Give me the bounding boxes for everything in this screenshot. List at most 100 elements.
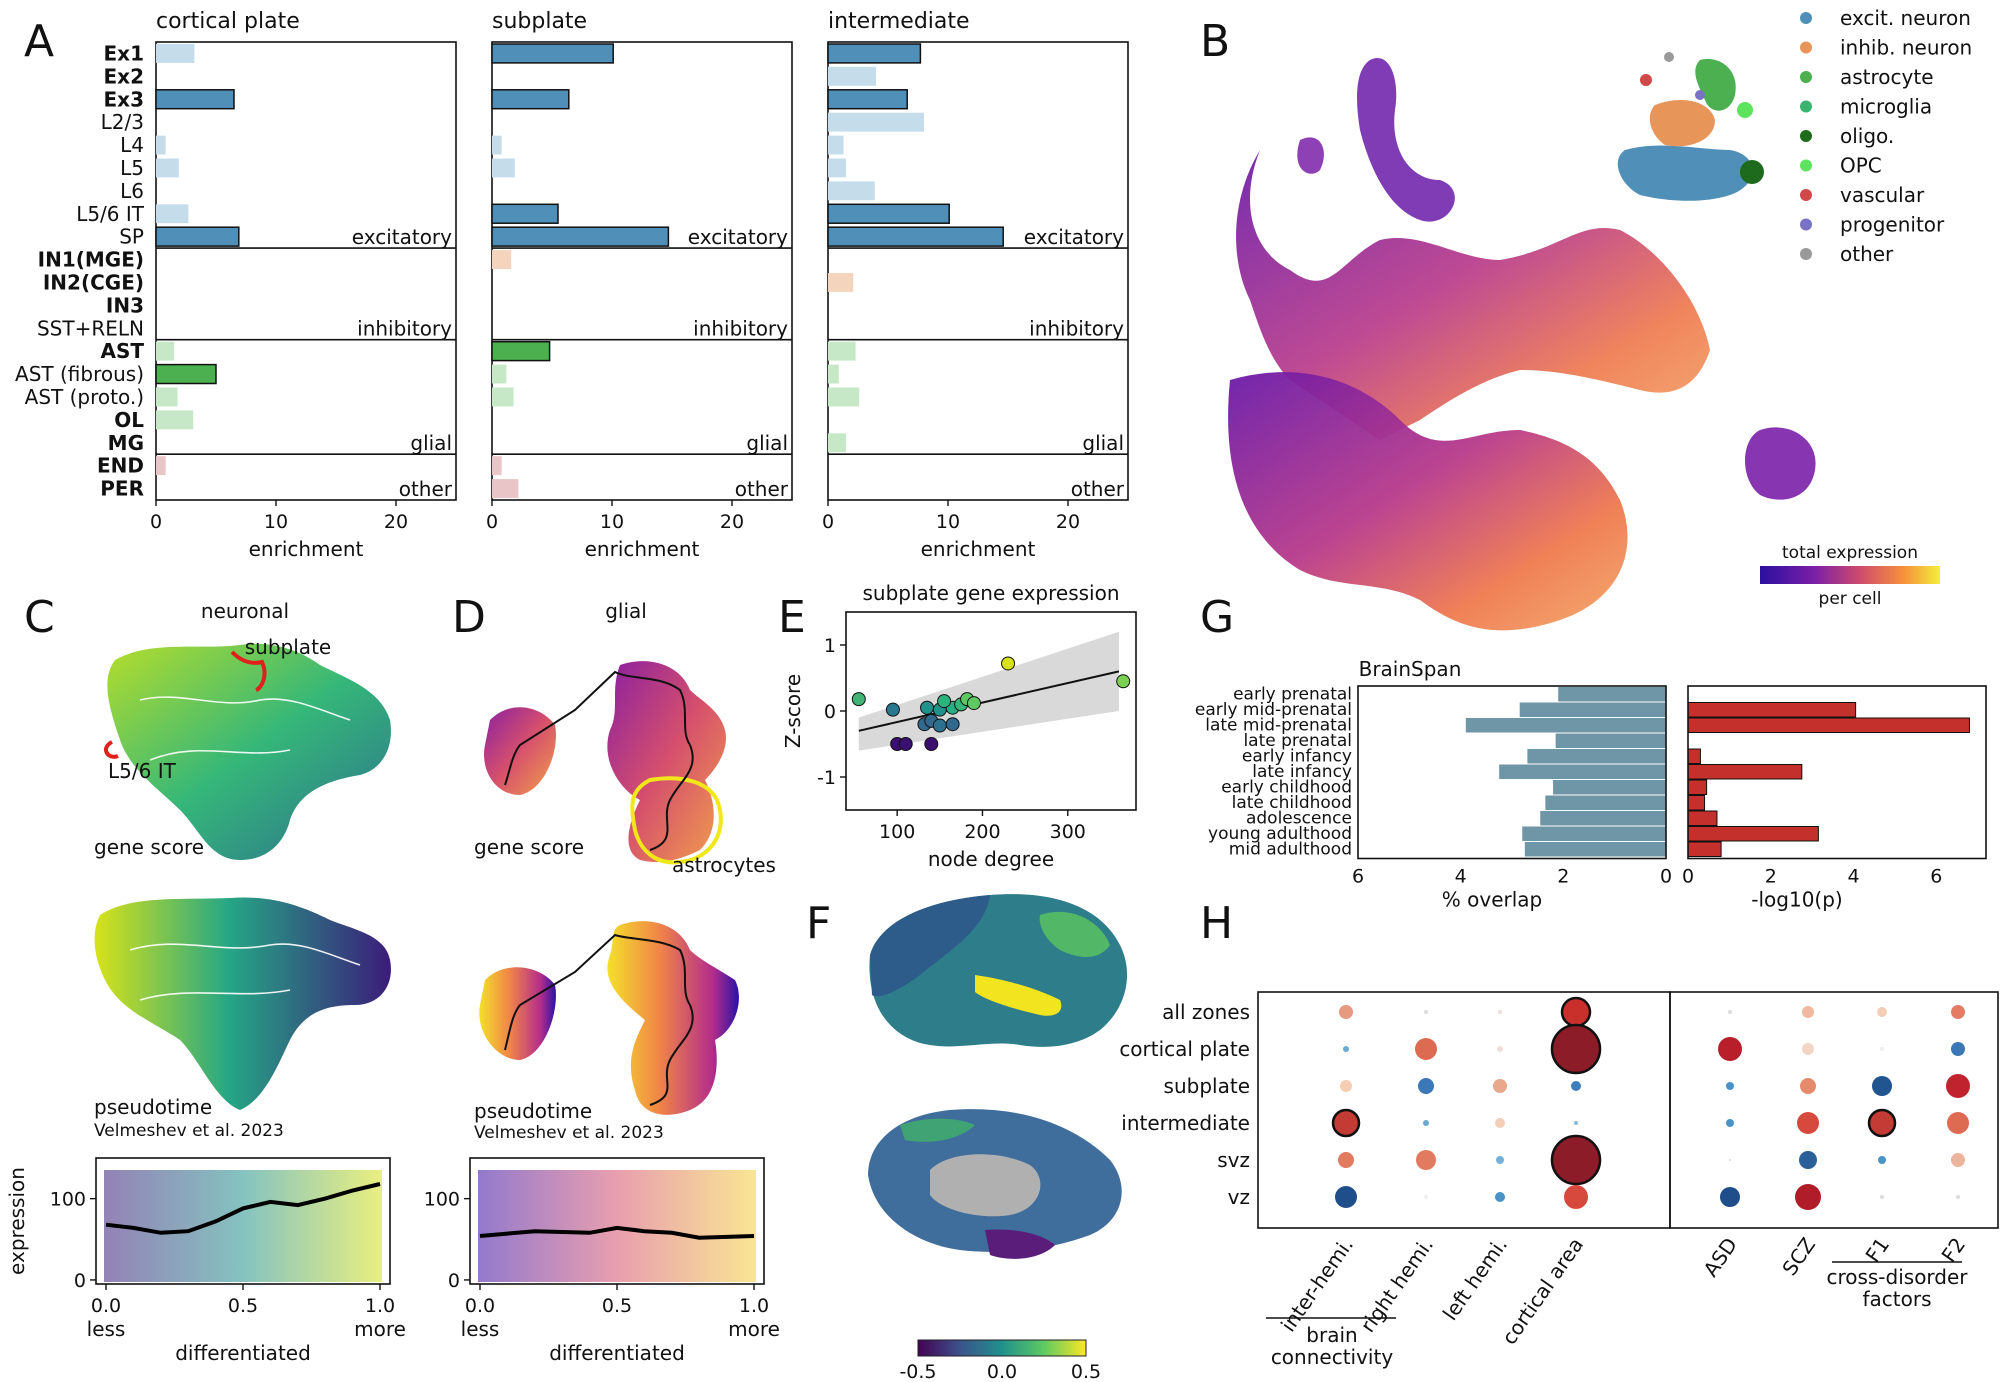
h-left-frame xyxy=(1257,991,1671,1229)
g-category-label: mid adulthood xyxy=(1229,840,1352,860)
a-bar xyxy=(827,43,922,64)
h-col-label: cortical area xyxy=(1497,1233,1588,1349)
h-dot xyxy=(1571,1081,1581,1091)
label-l56it: L5/6 IT xyxy=(108,759,177,783)
a-category-label: MG xyxy=(108,431,144,455)
a-category-label: L5/6 IT xyxy=(76,202,145,226)
h-dot xyxy=(1946,1074,1970,1098)
a-bar xyxy=(828,181,875,201)
a-category-label: AST (proto.) xyxy=(25,385,144,409)
a-bar xyxy=(491,340,551,362)
a-tick-label: 10 xyxy=(264,511,288,533)
a-bar xyxy=(156,410,194,430)
a-category-label: IN1(MGE) xyxy=(38,248,144,272)
h-col-label: inter-hemi. xyxy=(1276,1233,1358,1336)
g-overlap-bar xyxy=(1545,795,1666,810)
legend-label: astrocyte xyxy=(1840,65,1934,89)
g-right-tick-label: 4 xyxy=(1848,866,1860,888)
a-subplot-title: intermediate xyxy=(828,9,970,34)
h-dot xyxy=(1423,1120,1429,1126)
a-tick-label: 10 xyxy=(600,511,624,533)
h-row-label: intermediate xyxy=(1121,1111,1250,1135)
h-dot xyxy=(1495,1118,1505,1128)
h-dot xyxy=(1574,1121,1578,1125)
panel-d-line-chart: 0.0 0.5 1.0 0 100 less differentiated more xyxy=(424,1157,780,1365)
umap-c-pseudotime xyxy=(94,897,391,1110)
a-bar xyxy=(827,203,950,224)
g-overlap-bar xyxy=(1499,764,1666,779)
h-dot xyxy=(1493,1079,1507,1093)
a-subplot-frame xyxy=(491,41,793,501)
a-category-label: SP xyxy=(119,225,144,249)
h-dot xyxy=(1795,1184,1821,1210)
a-bar xyxy=(156,341,174,361)
h-dot xyxy=(1424,1195,1428,1199)
e-confidence-band xyxy=(858,631,1119,751)
a-bar xyxy=(827,89,908,110)
x-tick-label: 0.5 xyxy=(228,1295,258,1317)
g-left-frame xyxy=(1357,685,1667,860)
a-tick-label: 0 xyxy=(822,511,834,533)
legend-marker xyxy=(1800,41,1812,54)
h-dot xyxy=(1880,1047,1884,1051)
colorbar-f xyxy=(917,1339,1087,1357)
a-group-label: inhibitory xyxy=(357,317,452,341)
a-bar xyxy=(492,135,502,155)
umap-astro-inset xyxy=(1695,59,1736,111)
y-label: expression xyxy=(5,1167,29,1275)
a-group-label: excitatory xyxy=(1024,225,1124,249)
d-trajectory xyxy=(504,670,694,851)
brain-medial-core xyxy=(930,1154,1041,1217)
a-bar xyxy=(492,387,514,407)
h-dot xyxy=(1550,1134,1602,1186)
a-bar xyxy=(155,363,217,385)
h-col-label: left hemi. xyxy=(1438,1233,1512,1325)
g-overlap-bar xyxy=(1553,780,1666,795)
e-point xyxy=(924,737,939,751)
a-category-label: Ex1 xyxy=(104,41,144,65)
label-d-gene-score: gene score xyxy=(474,835,584,859)
x-tick-label: 1.0 xyxy=(739,1295,769,1317)
brain-lateral-frontal xyxy=(870,895,990,997)
panel-b-umap: excit. neuron inhib. neuron astrocyte micro… xyxy=(1228,6,1972,631)
panel-letter-h: H xyxy=(1200,898,1233,949)
legend-marker xyxy=(1800,159,1812,172)
e-title: subplate gene expression xyxy=(862,581,1119,605)
a-subplot-frame xyxy=(827,41,1129,501)
g-right-xlabel: -log10(p) xyxy=(1751,888,1842,912)
a-group-label: inhibitory xyxy=(693,317,788,341)
h-dot xyxy=(1339,1005,1353,1019)
h-dot xyxy=(1797,1112,1819,1134)
umap-d-right xyxy=(607,661,726,862)
a-bar xyxy=(155,226,240,247)
g-category-label: late mid-prenatal xyxy=(1205,716,1352,736)
umap-opc-inset xyxy=(1737,102,1753,118)
g-category-label: early mid-prenatal xyxy=(1195,700,1352,720)
g-category-label: early infancy xyxy=(1242,747,1352,767)
h-dot xyxy=(1331,1108,1361,1138)
e-y-tick-label: 1 xyxy=(824,635,836,657)
e-point xyxy=(966,696,981,711)
h-row-label: subplate xyxy=(1164,1074,1250,1098)
e-point xyxy=(920,700,935,715)
legend-label: other xyxy=(1840,242,1894,266)
a-tick-label: 20 xyxy=(384,511,408,533)
colorbar-b-subtitle: per cell xyxy=(1819,589,1882,609)
umap-oligo-inset xyxy=(1740,160,1764,184)
a-bar xyxy=(828,135,844,155)
legend-b: excit. neuron inhib. neuron astrocyte micro… xyxy=(1800,6,1972,266)
a-bar xyxy=(156,204,189,224)
umap-vascular-inset xyxy=(1640,74,1652,86)
a-bar xyxy=(492,158,515,178)
a-bar xyxy=(492,456,502,476)
a-group-label: inhibitory xyxy=(1029,317,1124,341)
h-dot xyxy=(1880,1195,1884,1199)
e-x-tick-label: 200 xyxy=(964,821,1000,843)
astrocytes-outline xyxy=(630,776,723,865)
trend-line xyxy=(105,1182,381,1235)
umap-other-inset xyxy=(1664,52,1674,62)
a-bar xyxy=(827,226,1004,247)
e-point xyxy=(885,702,900,717)
a-bar xyxy=(491,203,559,224)
panel-h-dotplot: all zones cortical plate subplate intermedi… xyxy=(1119,991,1999,1369)
